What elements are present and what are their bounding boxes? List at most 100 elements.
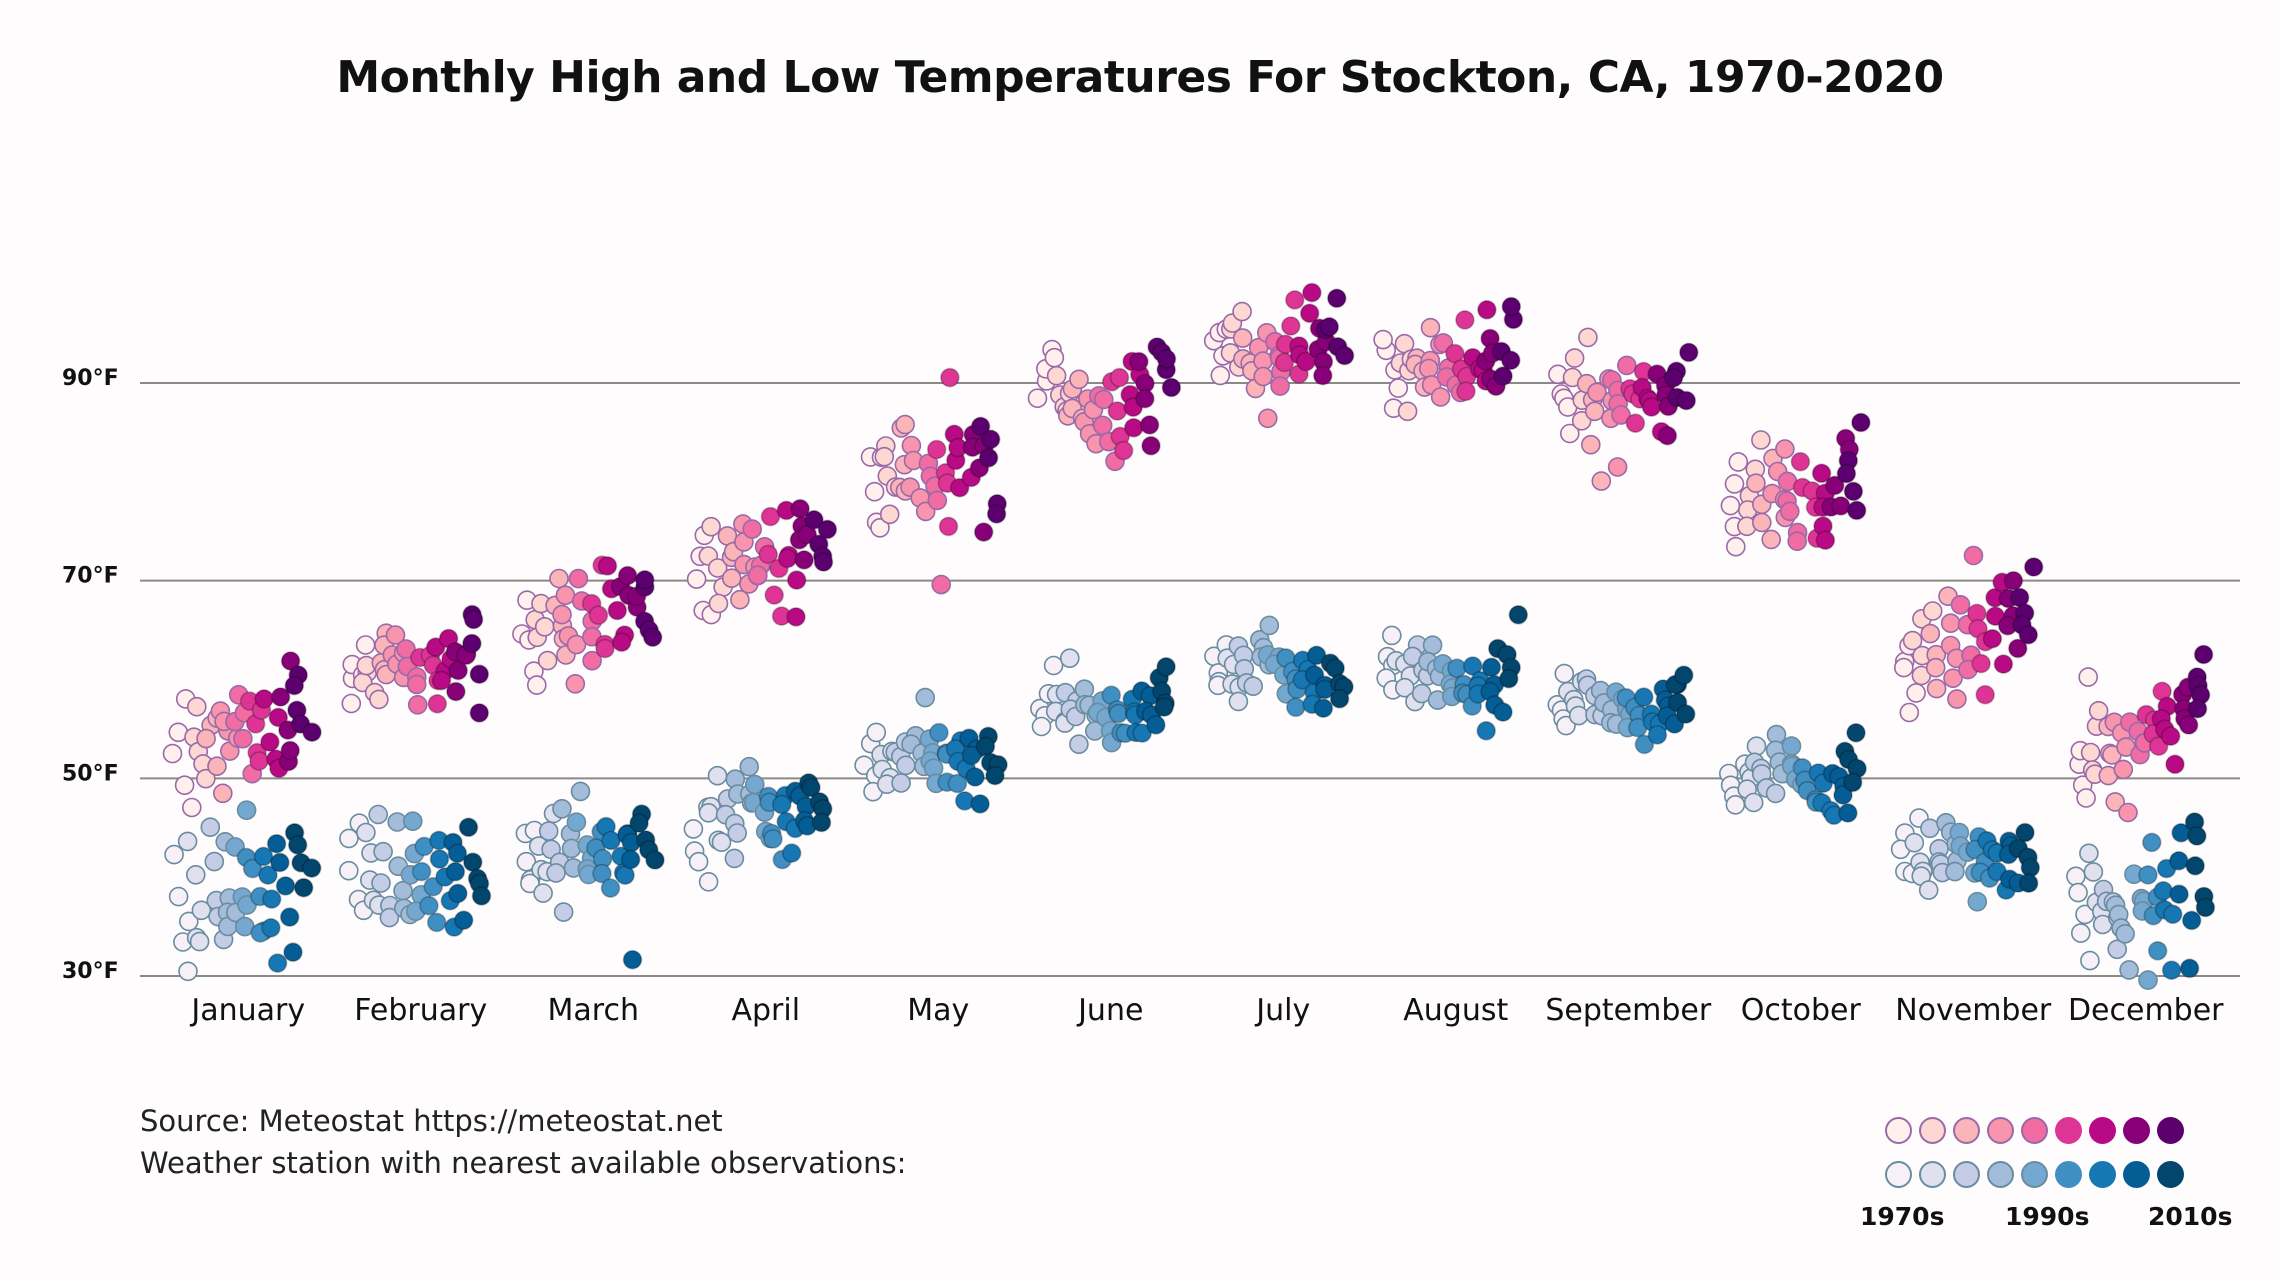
legend-swatch xyxy=(2089,1117,2116,1144)
high-point xyxy=(1846,500,1867,521)
high-point xyxy=(895,414,915,435)
low-point xyxy=(1108,703,1129,724)
low-point xyxy=(2195,897,2216,918)
y-tick-label: 70°F xyxy=(62,564,119,589)
high-point xyxy=(1811,463,1832,484)
high-point xyxy=(1420,317,1441,338)
high-point xyxy=(2105,792,2125,812)
low-point xyxy=(2071,923,2091,943)
decade-legend: 1970s 1990s 2010s xyxy=(1860,1100,2260,1250)
low-point xyxy=(179,911,199,932)
low-point xyxy=(1481,657,1502,678)
high-point xyxy=(1274,352,1295,373)
high-point xyxy=(1657,425,1678,446)
high-point xyxy=(1679,342,1699,363)
low-point xyxy=(763,829,783,849)
legend-swatch xyxy=(1987,1117,2014,1144)
low-point xyxy=(429,849,450,869)
high-point xyxy=(448,660,469,681)
high-point xyxy=(938,516,959,537)
high-point xyxy=(1925,657,1946,678)
high-point xyxy=(1746,473,1766,494)
low-point xyxy=(2107,939,2127,960)
high-point xyxy=(1107,401,1128,421)
low-point xyxy=(622,949,643,970)
high-point xyxy=(1445,343,1465,364)
low-point xyxy=(811,812,832,833)
high-point xyxy=(213,783,233,804)
high-point xyxy=(1751,430,1771,450)
high-point xyxy=(1313,365,1333,386)
high-point xyxy=(1501,350,1521,371)
low-point xyxy=(1286,697,1306,718)
legend-swatch xyxy=(2055,1117,2082,1144)
low-point xyxy=(1945,861,1965,882)
low-point xyxy=(2015,822,2035,843)
high-point xyxy=(1493,366,1513,386)
x-tick-label: May xyxy=(907,993,969,1028)
high-point xyxy=(721,568,742,589)
legend-swatch xyxy=(2089,1161,2116,1188)
low-point xyxy=(570,781,591,802)
high-point xyxy=(813,552,834,572)
low-point xyxy=(1838,803,1858,823)
high-point xyxy=(427,693,448,714)
low-point xyxy=(1132,723,1152,743)
low-point xyxy=(1259,615,1280,636)
low-point xyxy=(237,895,257,915)
low-point xyxy=(1156,656,1176,677)
low-point xyxy=(225,837,245,857)
high-point xyxy=(2003,570,2024,591)
gridlines xyxy=(140,382,2240,977)
low-point xyxy=(2018,873,2039,894)
low-point xyxy=(266,833,287,854)
high-point xyxy=(1094,389,1114,410)
legend-low-row xyxy=(1885,1161,2184,1188)
high-point xyxy=(742,519,763,539)
low-point xyxy=(189,931,210,952)
high-point xyxy=(162,743,183,764)
low-point xyxy=(267,953,288,973)
low-point xyxy=(929,722,949,743)
high-point xyxy=(537,650,558,671)
high-point xyxy=(1963,545,1984,566)
legend-swatch xyxy=(1919,1161,1946,1188)
low-point xyxy=(1554,663,1575,684)
low-point xyxy=(915,687,936,708)
high-point xyxy=(1285,290,1305,310)
scatter-chart: 30°F 50°F 70°F 90°F January February March Apr… xyxy=(62,282,2240,1028)
low-point xyxy=(261,917,281,938)
low-point xyxy=(1228,691,1249,712)
legend-swatch xyxy=(1919,1117,1946,1144)
legend-swatch xyxy=(1953,1117,1980,1144)
high-point xyxy=(1843,481,1864,502)
high-point xyxy=(284,675,305,696)
low-point xyxy=(1476,720,1496,741)
legend-label: 1990s xyxy=(2005,1202,2090,1231)
low-point xyxy=(356,822,376,843)
legend-label: 1970s xyxy=(1860,1202,1945,1231)
low-point xyxy=(301,858,322,878)
high-point xyxy=(794,550,814,570)
low-point xyxy=(1499,668,1519,689)
low-point xyxy=(1634,687,1654,707)
low-point xyxy=(1647,725,1668,745)
high-point xyxy=(970,416,991,437)
high-point xyxy=(1926,678,1947,699)
legend-high-row xyxy=(1885,1117,2184,1144)
high-point xyxy=(1161,377,1182,398)
x-tick-label: November xyxy=(1895,993,2052,1028)
high-point xyxy=(1456,381,1476,402)
high-point xyxy=(302,722,322,743)
high-point xyxy=(1129,351,1149,372)
high-point xyxy=(1611,405,1631,425)
low-point xyxy=(191,900,212,921)
high-point xyxy=(1477,299,1497,320)
high-point xyxy=(369,689,389,710)
low-point xyxy=(533,883,553,903)
low-point xyxy=(339,828,359,849)
high-point xyxy=(2160,726,2181,747)
low-point xyxy=(411,861,432,882)
low-point xyxy=(2083,862,2104,882)
high-point xyxy=(1302,282,1322,303)
